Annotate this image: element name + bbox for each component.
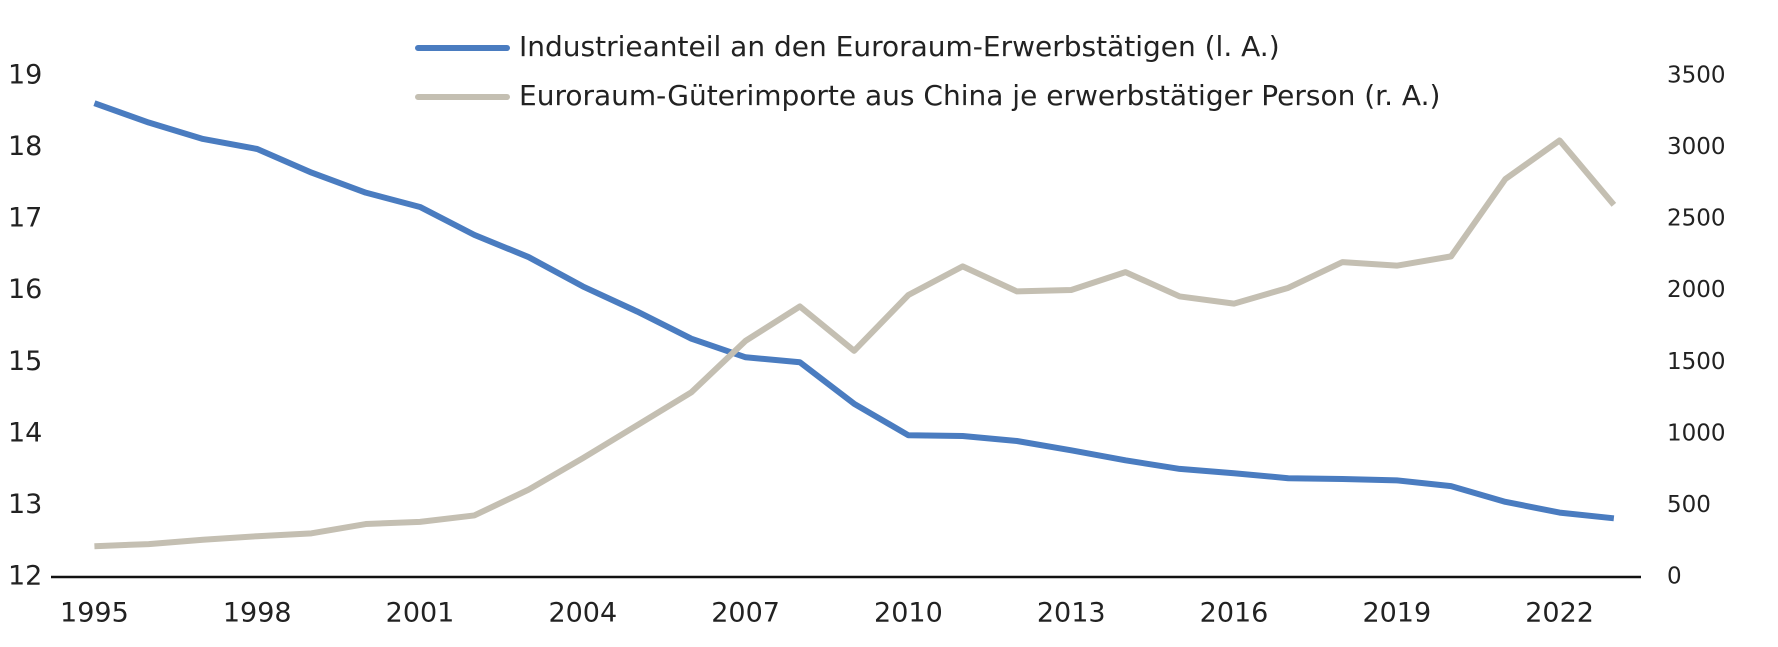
y2-tick-label: 3500 (1667, 63, 1726, 89)
x-tick-label: 2004 (548, 598, 617, 629)
legend-label: Euroraum-Güterimporte aus China je erwer… (519, 79, 1440, 112)
x-tick-label: 2022 (1525, 598, 1594, 629)
y2-tick-label: 0 (1667, 564, 1682, 590)
legend-label: Industrieanteil an den Euroraum-Erwerbst… (519, 30, 1280, 63)
y-tick-label: 15 (8, 346, 42, 377)
y2-tick-label: 2000 (1667, 277, 1726, 303)
y2-tick-label: 500 (1667, 492, 1711, 518)
x-tick-label: 2001 (386, 598, 455, 629)
y-tick-label: 12 (8, 561, 42, 592)
y2-tick-label: 2500 (1667, 206, 1726, 232)
y2-tick-label: 1500 (1667, 349, 1726, 375)
y2-tick-label: 3000 (1667, 134, 1726, 160)
y-tick-label: 13 (8, 489, 42, 520)
y-tick-label: 16 (8, 274, 42, 305)
series-line (94, 137, 1617, 550)
y-tick-label: 14 (8, 417, 42, 448)
x-tick-label: 1995 (60, 598, 129, 629)
y-tick-label: 19 (8, 60, 42, 91)
x-tick-label: 2016 (1200, 598, 1269, 629)
x-tick-label: 2019 (1362, 598, 1431, 629)
x-tick-label: 2010 (874, 598, 943, 629)
x-tick-label: 2007 (711, 598, 780, 629)
y2-tick-label: 1000 (1667, 420, 1726, 446)
x-tick-label: 1998 (223, 598, 292, 629)
x-tick-label: 2013 (1037, 598, 1106, 629)
y-tick-label: 17 (8, 203, 42, 234)
series-line (93, 100, 1615, 522)
y-tick-label: 18 (8, 131, 42, 162)
